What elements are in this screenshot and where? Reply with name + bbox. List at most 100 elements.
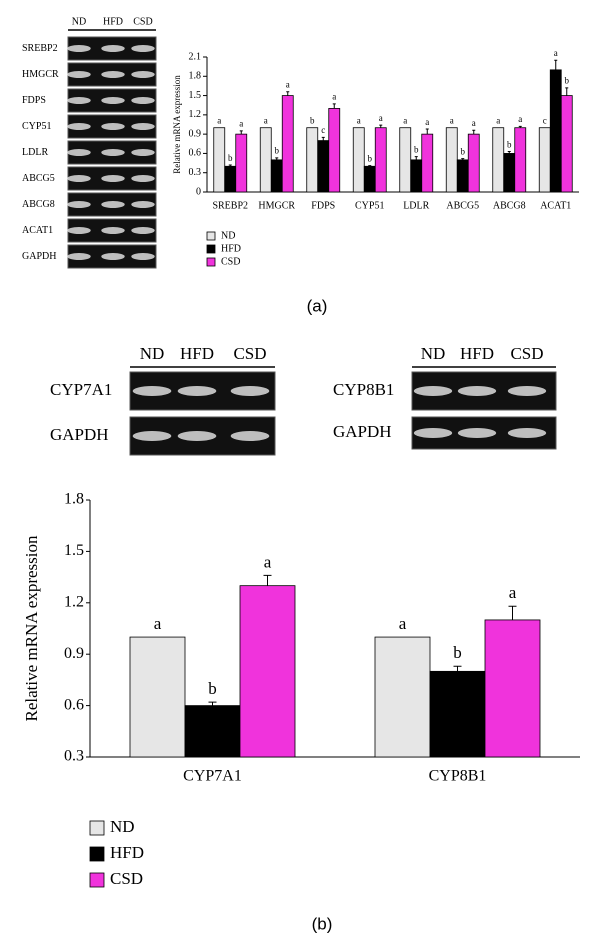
gel-band — [67, 175, 91, 182]
significance-letter: a — [154, 614, 162, 633]
error-bar — [518, 125, 522, 128]
legend-label: HFD — [110, 843, 144, 862]
legend-swatch — [206, 231, 216, 241]
gel-band — [101, 97, 125, 104]
y-tick-label: 0.3 — [189, 167, 202, 178]
significance-letter: a — [264, 552, 272, 571]
error-bar — [554, 59, 558, 70]
legend-swatch — [89, 820, 105, 836]
gene-label: SREBP2 — [22, 43, 58, 54]
gel-band — [101, 45, 125, 52]
error-bar — [453, 665, 462, 672]
significance-letter: a — [357, 115, 361, 125]
x-tick-label: CYP7A1 — [183, 768, 242, 785]
bar — [560, 95, 573, 193]
gel-band — [131, 71, 155, 78]
error-bar — [379, 124, 383, 128]
legend-label: CSD — [221, 256, 240, 267]
error-bar — [239, 130, 243, 135]
gene-label: CYP7A1 — [50, 380, 112, 399]
gel-band — [131, 97, 155, 104]
significance-letter: a — [496, 115, 500, 125]
y-tick-label: 1.2 — [189, 109, 202, 120]
x-tick-label: FDPS — [311, 200, 335, 211]
significance-letter: a — [399, 614, 407, 633]
legend-swatch — [89, 846, 105, 862]
bar — [514, 127, 527, 193]
significance-letter: b — [461, 146, 466, 156]
gene-label: GAPDH — [333, 422, 392, 441]
gene-label: CYP8B1 — [333, 380, 394, 399]
bar — [259, 127, 272, 193]
significance-letter: b — [275, 146, 280, 156]
gel-band — [131, 149, 155, 156]
error-bar — [414, 156, 418, 160]
bar — [410, 159, 423, 193]
gel-band — [177, 386, 217, 396]
bar — [235, 133, 248, 193]
error-bar — [425, 128, 429, 135]
bar — [224, 165, 237, 193]
significance-letter: a — [518, 114, 522, 124]
significance-letter: b — [368, 153, 373, 163]
y-tick-label: 0 — [196, 186, 201, 197]
gel-band — [131, 227, 155, 234]
significance-letter: a — [264, 115, 268, 125]
y-tick-label: 1.2 — [64, 593, 84, 610]
y-tick-label: 1.5 — [189, 90, 202, 101]
bar — [213, 127, 226, 193]
significance-letter: a — [450, 115, 454, 125]
y-tick-label: 0.6 — [64, 696, 84, 713]
bar — [456, 159, 469, 193]
bar — [374, 127, 387, 193]
legend-label: ND — [221, 230, 235, 241]
lane-label: CSD — [233, 344, 266, 363]
x-tick-label: CYP8B1 — [429, 768, 487, 785]
lane-label: ND — [72, 16, 86, 27]
gene-label: LDLR — [22, 147, 48, 158]
significance-letter: b — [414, 144, 419, 154]
lane-label: HFD — [103, 16, 123, 27]
significance-letter: a — [379, 113, 383, 123]
legend-label: ND — [110, 817, 135, 836]
y-tick-label: 1.5 — [64, 542, 84, 559]
gel-band — [67, 253, 91, 260]
bar — [184, 705, 241, 758]
bar — [281, 95, 294, 193]
significance-letter: b — [208, 679, 217, 698]
gel-band — [67, 149, 91, 156]
panel-caption: (a) — [307, 296, 328, 315]
legend-swatch — [89, 872, 105, 888]
gel-band — [507, 428, 547, 438]
x-tick-label: CYP51 — [355, 200, 384, 211]
error-bar — [368, 165, 372, 167]
gene-label: GAPDH — [22, 251, 56, 262]
error-bar — [565, 87, 569, 96]
error-bar — [208, 701, 217, 706]
gel-band — [101, 123, 125, 130]
significance-letter: b — [310, 115, 315, 125]
gel-band — [177, 431, 217, 441]
x-tick-label: ACAT1 — [540, 200, 571, 211]
gel-band — [101, 71, 125, 78]
lane-label: CSD — [133, 16, 152, 27]
x-tick-label: SREBP2 — [212, 200, 248, 211]
y-axis-label: Relative mRNA expression — [172, 75, 182, 174]
bar — [549, 69, 562, 193]
y-tick-label: 0.9 — [189, 128, 202, 139]
error-bar — [275, 157, 279, 160]
bar — [328, 108, 341, 193]
bar — [306, 127, 319, 193]
bar — [239, 585, 296, 758]
gel-band — [67, 71, 91, 78]
gel-band — [457, 428, 497, 438]
y-tick-label: 1.8 — [64, 491, 84, 508]
gel-band — [131, 45, 155, 52]
gel-band — [101, 227, 125, 234]
error-bar — [321, 136, 325, 141]
gel-band — [67, 45, 91, 52]
gene-label: ABCG5 — [22, 173, 55, 184]
significance-letter: a — [239, 119, 243, 129]
lane-label: ND — [140, 344, 165, 363]
